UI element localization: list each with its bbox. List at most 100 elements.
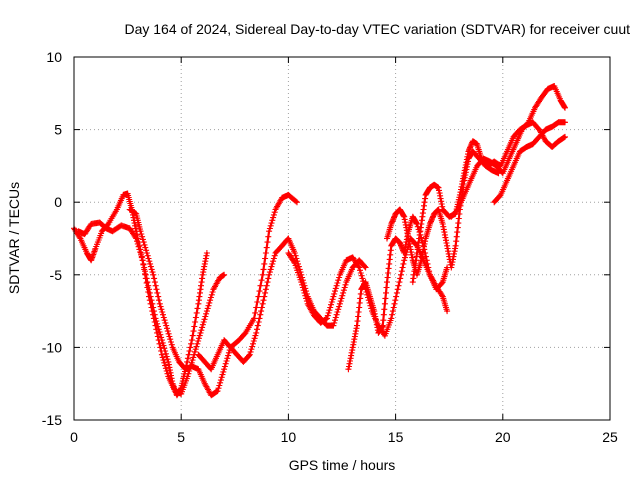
data-point-marker [167, 336, 174, 343]
data-point-marker [455, 215, 462, 222]
data-point-marker [412, 260, 419, 267]
data-point-marker [139, 257, 146, 264]
data-point-marker [415, 239, 422, 246]
data-point-marker [184, 355, 191, 362]
plot-frame [73, 56, 611, 421]
data-point-marker [138, 254, 145, 261]
data-point-marker [142, 275, 149, 282]
data-point-marker [403, 224, 410, 231]
data-point-marker [460, 175, 467, 182]
data-point-marker [225, 349, 232, 356]
data-point-marker [562, 133, 568, 140]
data-point-marker [334, 280, 341, 286]
data-point-marker [260, 266, 267, 273]
data-point-marker [400, 212, 407, 219]
data-point-marker [351, 336, 358, 343]
data-point-marker [439, 292, 445, 299]
data-point-marker [134, 238, 140, 245]
data-point-marker [328, 299, 335, 305]
data-point-marker [430, 213, 437, 220]
data-point-marker [198, 327, 205, 334]
data-point-marker [291, 258, 297, 265]
data-point-marker [393, 289, 400, 296]
x-tick-label: 10 [281, 429, 297, 445]
data-point-marker [338, 295, 345, 302]
data-point-marker [221, 363, 228, 370]
data-point-marker [225, 352, 232, 359]
data-point-marker [163, 353, 170, 360]
data-point-marker [193, 309, 200, 316]
series-track-3 [126, 191, 300, 399]
data-point-marker [186, 348, 193, 354]
data-point-marker [161, 345, 168, 352]
data-point-marker [392, 297, 399, 304]
data-point-marker [251, 335, 258, 342]
data-point-marker [151, 275, 158, 282]
data-point-marker [256, 315, 263, 322]
data-point-marker [302, 292, 309, 299]
y-tick-label: 10 [46, 49, 62, 65]
data-point-marker [332, 288, 338, 295]
x-axis-label: GPS time / hours [289, 457, 396, 473]
data-point-marker [423, 257, 430, 264]
data-point-marker [254, 326, 260, 333]
data-point-marker [389, 217, 396, 224]
y-tick-label: -10 [42, 339, 62, 355]
data-point-marker [357, 295, 364, 302]
data-point-marker [155, 337, 162, 344]
data-point-marker [189, 332, 196, 339]
data-point-marker [462, 162, 469, 168]
series-track-10 [491, 119, 568, 206]
data-point-marker [252, 332, 259, 339]
data-point-marker [339, 292, 346, 299]
data-point-marker [263, 282, 270, 289]
x-tick-label: 0 [70, 429, 78, 445]
data-point-marker [143, 250, 150, 256]
data-point-marker [340, 289, 347, 296]
data-point-marker [443, 240, 450, 246]
data-point-marker [271, 209, 278, 216]
data-point-marker [404, 232, 411, 239]
data-point-marker [149, 308, 156, 315]
data-point-marker [337, 298, 344, 305]
data-point-marker [332, 314, 339, 321]
data-point-marker [359, 275, 366, 282]
data-point-marker [352, 328, 359, 335]
data-point-marker [449, 259, 456, 266]
x-tick-label: 15 [388, 429, 404, 445]
data-point-marker [154, 289, 161, 296]
data-point-marker [148, 266, 155, 273]
data-point-marker [561, 103, 568, 110]
data-point-marker [270, 258, 277, 265]
data-point-marker [419, 210, 426, 217]
data-point-marker [140, 261, 147, 268]
data-point-marker [209, 289, 216, 295]
data-point-marker [406, 240, 413, 247]
data-point-marker [161, 317, 168, 324]
data-point-marker [250, 340, 256, 347]
data-point-marker [332, 285, 339, 292]
series-track-4 [195, 235, 369, 373]
data-point-marker [151, 279, 158, 286]
data-point-marker [270, 214, 277, 221]
data-point-marker [137, 228, 144, 235]
data-point-marker [332, 317, 338, 324]
data-point-marker [218, 374, 225, 381]
data-point-marker [159, 354, 166, 361]
data-point-marker [342, 281, 349, 288]
data-point-marker [266, 228, 273, 235]
data-point-marker [150, 315, 157, 322]
data-point-marker [168, 339, 174, 345]
data-point-marker [146, 293, 152, 300]
data-point-marker [391, 213, 398, 220]
data-point-marker [401, 257, 408, 264]
data-point-marker [152, 322, 159, 329]
data-point-marker [199, 271, 206, 278]
data-point-marker [164, 370, 171, 377]
data-point-marker [144, 284, 151, 291]
data-point-marker [270, 255, 277, 262]
data-point-marker [152, 282, 159, 289]
y-tick-label: -5 [50, 267, 63, 283]
data-point-marker [147, 263, 154, 270]
data-point-marker [163, 322, 170, 329]
